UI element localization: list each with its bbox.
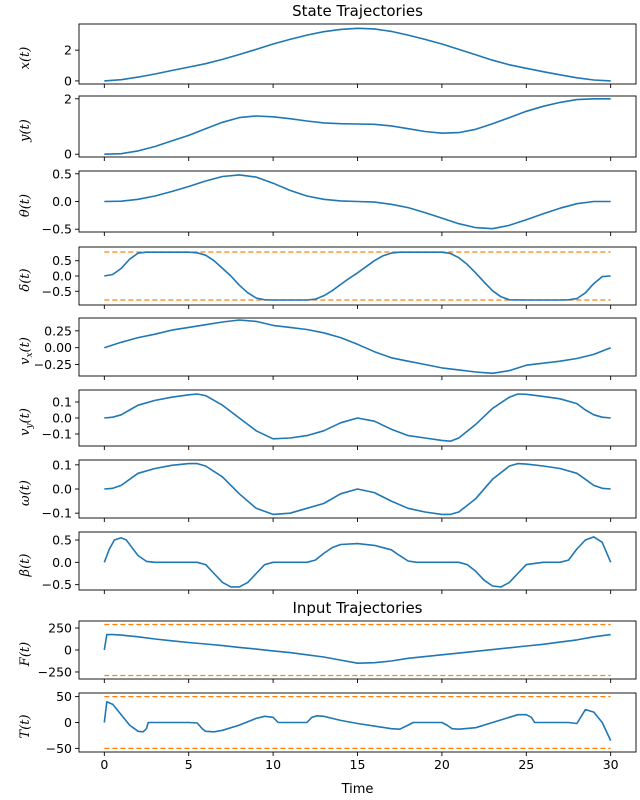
y-axis-label: T(t) <box>18 714 33 738</box>
axes-frame <box>78 246 637 306</box>
x-tick-label: 10 <box>265 757 281 772</box>
subplot-10: 50 0 −50 0 5 10 15 20 25 30 T(t) <box>18 689 637 772</box>
series-line <box>104 174 611 230</box>
y-tick-label: 0.0 <box>52 555 72 570</box>
series-line <box>104 251 611 301</box>
axes-frame <box>78 317 637 377</box>
y-tick-label: 0.00 <box>44 340 72 355</box>
y-tick-label: 0 <box>64 715 72 730</box>
state-trajectories-title: State Trajectories <box>292 2 423 20</box>
y-tick-label: 0 <box>64 643 72 658</box>
x-axis-label: Time <box>341 782 374 797</box>
y-axis-label: F(t) <box>18 642 33 667</box>
series-line <box>104 98 611 155</box>
y-tick-label: 0.0 <box>52 482 72 497</box>
subplot-stack: 02x(t)02y(t)0.50.0−0.5θ(t)0.50.0−0.5δ(t)… <box>18 23 637 772</box>
axes-frame <box>78 531 637 591</box>
y-axis-label: ω(t) <box>18 480 33 506</box>
y-axis-label: x(t) <box>18 47 33 70</box>
y-axis-label: β(t) <box>18 554 33 578</box>
x-tick-label: 5 <box>185 757 193 772</box>
subplot-6: 0.10.0−0.1 vy(t) <box>18 389 637 450</box>
y-tick-label: 0.25 <box>44 323 72 338</box>
series-line <box>103 633 611 664</box>
y-tick-label: 250 <box>48 621 72 636</box>
y-tick-label: −0.5 <box>42 222 72 237</box>
x-tick-label: 30 <box>603 757 619 772</box>
y-tick-label: 0.5 <box>52 166 72 181</box>
y-tick-label: 0 <box>64 147 72 162</box>
axes-frame <box>78 95 637 158</box>
y-tick-label: 2 <box>64 43 72 58</box>
subplot-4: 0.50.0−0.5 δ(t) <box>18 246 637 309</box>
y-tick-label: −0.1 <box>42 506 72 521</box>
y-axis-label: vx(t) <box>18 337 35 365</box>
y-axis-label: θ(t) <box>18 194 33 217</box>
y-tick-label: −0.25 <box>34 357 72 372</box>
y-tick-label: −0.5 <box>42 284 72 299</box>
series-line <box>104 393 611 442</box>
y-tick-label: 0.0 <box>52 269 72 284</box>
subplot-7: 0.1 0.0 −0.1 ω(t) <box>18 457 637 522</box>
series-line <box>104 462 611 516</box>
y-tick-label: −50 <box>46 741 72 756</box>
y-tick-label: 50 <box>56 689 72 704</box>
series-line <box>103 701 612 741</box>
y-tick-label: 0.1 <box>52 395 72 410</box>
x-tick-label: 0 <box>100 757 108 772</box>
subplot-9: 250 0 −250 F(t) <box>18 620 637 683</box>
y-tick-label: −0.1 <box>42 427 72 442</box>
series-line <box>104 319 611 375</box>
x-tick-label: 25 <box>518 757 534 772</box>
subplot-8: 0.5 0.0 −0.5 β(t) <box>18 531 637 594</box>
series-line <box>103 536 612 588</box>
y-axis-label: y(t) <box>18 119 33 143</box>
axes-frame <box>78 620 637 680</box>
subplot-3: 0.5 0.0 −0.5 θ(t) <box>18 166 637 237</box>
y-tick-label: 0.5 <box>52 253 72 268</box>
input-trajectories-title: Input Trajectories <box>292 599 422 617</box>
y-tick-label: 0 <box>64 73 72 88</box>
axes-frame <box>78 23 637 85</box>
series-line <box>104 27 611 82</box>
subplot-1: 0 2 x(t) <box>18 23 637 88</box>
subplot-2: 0 2 y(t) <box>18 91 637 162</box>
y-tick-label: 0.5 <box>52 533 72 548</box>
x-tick-label: 15 <box>350 757 366 772</box>
y-axis-label: vy(t) <box>18 408 35 436</box>
y-tick-label: 0.1 <box>52 457 72 472</box>
y-axis-label: δ(t) <box>18 268 33 291</box>
y-tick-label: −0.5 <box>42 577 72 592</box>
y-tick-label: −250 <box>38 664 72 679</box>
y-tick-label: 2 <box>64 91 72 106</box>
x-tick-label: 20 <box>434 757 450 772</box>
y-tick-label: 0.0 <box>52 411 72 426</box>
y-tick-label: 0.0 <box>52 194 72 209</box>
